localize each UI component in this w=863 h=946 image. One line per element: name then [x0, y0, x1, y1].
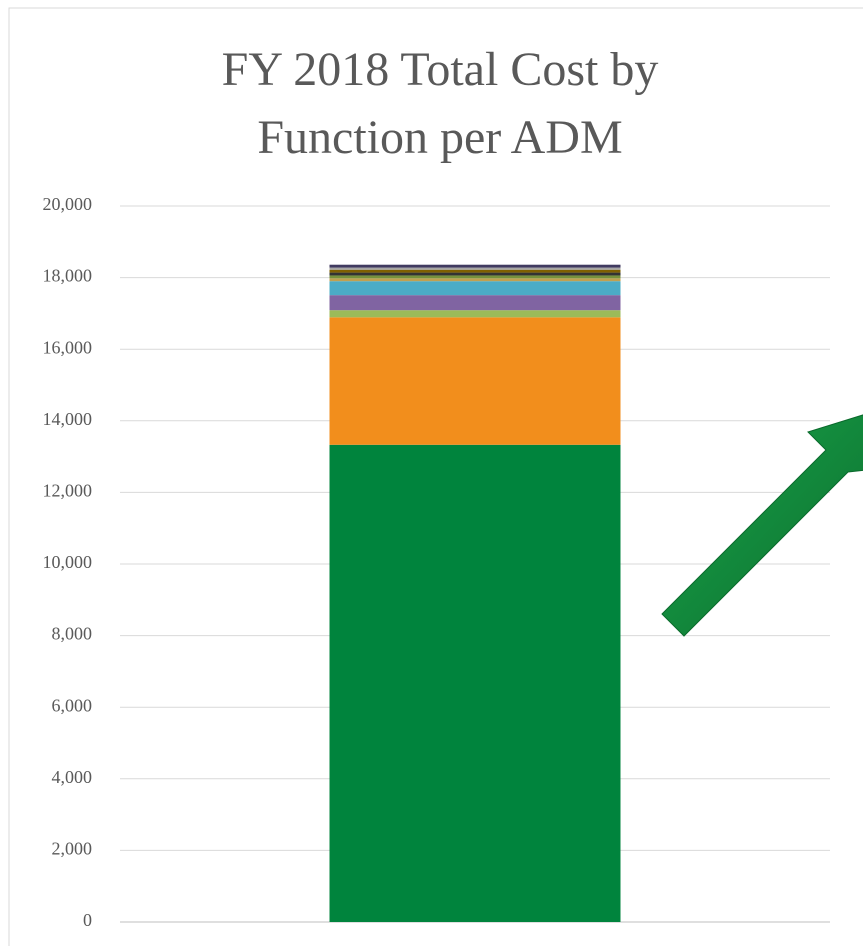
- y-tick-label: 10,000: [43, 552, 93, 572]
- bar-segment: [329, 295, 621, 311]
- chart-border: [8, 7, 863, 946]
- y-tick-label: 12,000: [43, 481, 93, 501]
- bar-segment: [329, 278, 621, 282]
- y-tick-label: 20,000: [43, 194, 93, 214]
- y-tick-label: 4,000: [52, 767, 93, 787]
- y-tick-label: 16,000: [43, 337, 93, 357]
- y-tick-label: 14,000: [43, 409, 93, 429]
- bar-segment: [329, 310, 621, 318]
- bar-segment: [329, 269, 621, 273]
- y-tick-label: 6,000: [52, 695, 93, 715]
- chart-title: FY 2018 Total Cost by Function per ADM: [221, 43, 659, 164]
- arrow: [661, 414, 863, 637]
- bar-segment: [329, 272, 621, 276]
- bar-segment: [329, 267, 621, 270]
- bar-segment: [329, 444, 621, 922]
- bar-segment: [329, 264, 621, 268]
- bar-segment: [329, 281, 621, 296]
- bar-segment: [329, 317, 621, 445]
- bar-segment: [329, 275, 621, 279]
- y-tick-label: 18,000: [43, 266, 93, 286]
- y-tick-label: 2,000: [52, 839, 93, 859]
- y-tick-label: 8,000: [52, 624, 93, 644]
- y-tick-label: 0: [83, 910, 92, 930]
